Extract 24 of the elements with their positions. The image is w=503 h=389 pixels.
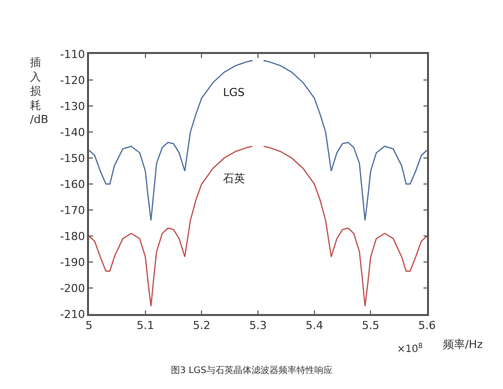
y-axis-title: 插入损耗/dB: [30, 56, 48, 126]
text: ×10$^{8}$: [397, 342, 423, 356]
x-tick-label: 5.5: [362, 318, 380, 332]
x-tick-label: 5.2: [192, 318, 210, 332]
x-tick-label: 5.1: [136, 318, 154, 332]
y-tick-label: -110: [60, 48, 86, 61]
series-label: 石英: [223, 172, 245, 185]
y-tick-label: -180: [60, 230, 86, 243]
y-tick-label: -200: [60, 282, 86, 295]
y-tick-label: -160: [60, 178, 86, 191]
x-axis-title: 频率/Hz: [443, 338, 483, 351]
y-tick-label: -120: [60, 74, 86, 87]
y-tick-label: -170: [60, 204, 86, 217]
x-tick-label: 5.3: [249, 318, 267, 332]
x-tick-label: 5: [86, 318, 92, 332]
x-tick-label: 5.6: [418, 318, 436, 332]
caption: 图3 LGS与石英晶体滤波器频率特性响应: [171, 365, 332, 376]
x-tick-label: 5.4: [306, 318, 324, 332]
y-tick-label: -210: [60, 308, 86, 321]
y-tick-label: -190: [60, 256, 86, 269]
series-label: LGS: [223, 86, 245, 99]
y-tick-label: -150: [60, 152, 86, 165]
y-tick-label: -130: [60, 100, 86, 113]
y-tick-label: -140: [60, 126, 86, 139]
